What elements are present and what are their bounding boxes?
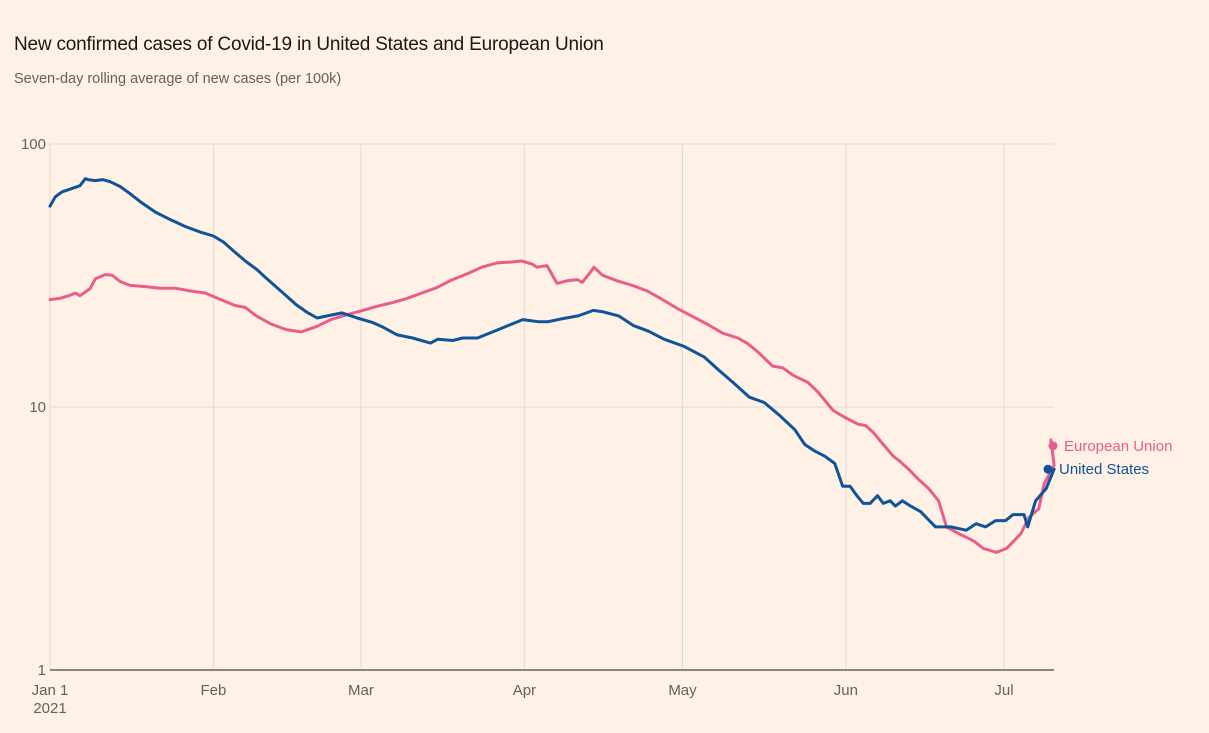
chart-title: New confirmed cases of Covid-19 in Unite… [14, 34, 604, 55]
x-tick-label-mar: Mar [348, 682, 374, 699]
y-tick-label-100: 100 [21, 136, 46, 153]
x-tick-label-feb: Feb [200, 682, 226, 699]
legend: European Union United States [1059, 438, 1172, 478]
y-tick-label-1: 1 [38, 662, 46, 679]
line-european-union [48, 259, 1056, 554]
gridlines [49, 143, 1054, 670]
x-tick-label-may: May [668, 682, 697, 699]
x-tick-label-apr: Apr [513, 682, 536, 699]
line-united-states [48, 177, 1056, 532]
x-tick-label-jan: Jan 1 [32, 682, 69, 699]
x-tick-label-jul: Jul [994, 682, 1013, 699]
legend-label-european-union: European Union [1064, 438, 1172, 455]
end-marker-european-union [1048, 441, 1058, 451]
series-lines [48, 177, 1058, 554]
chart-subtitle: Seven-day rolling average of new cases (… [14, 71, 342, 87]
end-marker-united-states [1043, 464, 1053, 474]
y-axis: 100 10 1 [21, 136, 46, 679]
y-tick-label-10: 10 [29, 399, 46, 416]
x-tick-label-year: 2021 [33, 700, 66, 717]
legend-label-united-states: United States [1059, 461, 1149, 478]
x-tick-label-jun: Jun [834, 682, 858, 699]
x-axis: Jan 1 2021 Feb Mar Apr May Jun Jul [32, 682, 1014, 717]
